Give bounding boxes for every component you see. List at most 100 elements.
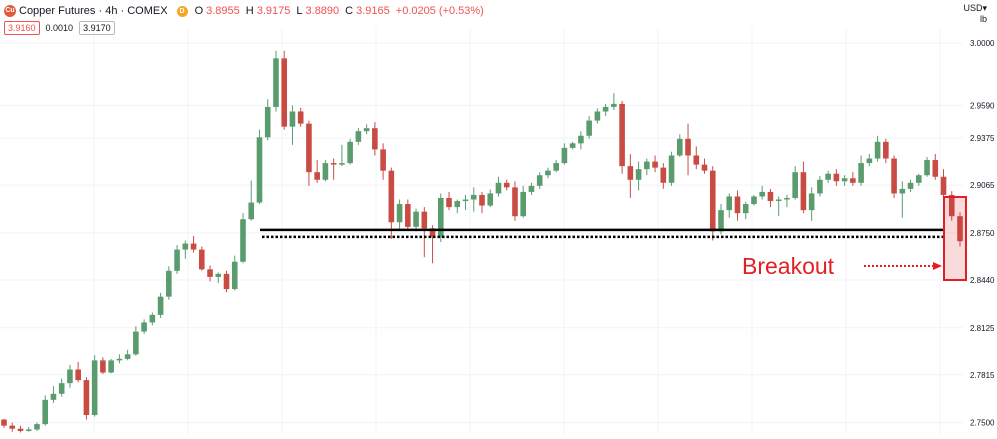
candle-body <box>91 360 98 416</box>
candle <box>825 170 831 183</box>
candle-body <box>940 176 947 195</box>
candle-body <box>446 197 452 208</box>
candle <box>883 138 889 164</box>
candle <box>91 355 98 417</box>
candle <box>34 422 40 431</box>
candle-body <box>50 393 57 400</box>
candle <box>50 386 57 403</box>
candle <box>347 138 353 165</box>
ohlc-value: 3.8890 <box>305 5 340 17</box>
candle <box>685 123 691 176</box>
candle-body <box>83 380 90 416</box>
candle <box>462 194 469 211</box>
candle-body <box>1 419 7 426</box>
candle <box>586 116 592 139</box>
candle-body <box>166 270 172 297</box>
y-tick-label: 2.9590 <box>970 101 995 110</box>
candle-body <box>149 314 156 323</box>
ohlc-key: L <box>296 5 303 17</box>
candle <box>767 188 774 208</box>
breakout-arrow-head <box>933 262 942 270</box>
candle <box>116 354 123 364</box>
ohlc-item: C 3.9165 <box>345 5 393 17</box>
candle <box>124 349 131 361</box>
candle-body <box>133 331 139 355</box>
candle <box>858 155 864 186</box>
candle-body <box>767 191 774 202</box>
candle-body <box>627 166 634 180</box>
candle-body <box>273 58 279 107</box>
candle <box>520 185 527 218</box>
candle-body <box>495 182 502 194</box>
symbol-title[interactable]: Copper Futures · 4h · COMEX <box>19 5 168 17</box>
candle-body <box>413 211 419 227</box>
candle-body <box>487 193 494 206</box>
candle-body <box>108 360 114 373</box>
candle-body <box>256 137 263 203</box>
chevron-down-icon: ▾ <box>982 3 987 13</box>
candle-body <box>850 178 856 183</box>
copper-logo-icon[interactable]: Cu <box>4 5 16 17</box>
candle <box>289 105 296 145</box>
candle <box>627 153 634 198</box>
candle <box>198 246 205 271</box>
d-icon[interactable]: D <box>176 5 188 17</box>
candle-body <box>660 167 667 183</box>
candle <box>751 194 757 206</box>
candle-body <box>553 163 559 171</box>
candle <box>388 167 395 239</box>
candle <box>75 361 81 383</box>
candle-body <box>372 128 378 150</box>
candle <box>273 50 279 112</box>
ohlc-value: 3.9175 <box>256 5 291 17</box>
candle-body <box>652 161 658 168</box>
candle-body <box>182 243 189 250</box>
candle <box>957 212 963 247</box>
candle <box>240 213 246 264</box>
candle <box>223 270 230 293</box>
candle <box>652 155 658 173</box>
y-tick-label: 2.8125 <box>970 324 995 333</box>
candle <box>421 207 428 258</box>
candle <box>528 182 535 195</box>
candle <box>372 122 378 156</box>
candle <box>190 235 197 253</box>
price-axis[interactable]: 3.0000 2.9590 2.9375 2.9065 2.8750 2.8440 2.81… <box>970 39 995 427</box>
candle-body <box>932 160 939 177</box>
candle <box>380 143 386 180</box>
ohlc-item: +0.0205 (+0.53%) <box>396 5 487 17</box>
candle <box>734 190 741 221</box>
candle <box>67 364 73 388</box>
candle-body <box>9 425 16 429</box>
candle-body <box>907 182 914 189</box>
buy-price[interactable]: 3.9170 <box>79 21 115 35</box>
candle <box>602 103 609 117</box>
candle <box>545 167 551 179</box>
candle-body <box>915 175 922 183</box>
y-tick-label: 2.7500 <box>970 419 995 428</box>
ohlc-values: O 3.8955 H 3.9175 L 3.8890 C 3.9165 +0.0205 (+0.… <box>195 5 490 17</box>
candle-body <box>619 103 625 167</box>
candle-body <box>751 196 757 205</box>
candle <box>306 120 312 186</box>
candle-body <box>264 106 271 138</box>
candle <box>281 50 288 130</box>
candle <box>413 208 419 232</box>
candle-body <box>545 170 551 176</box>
candle-body <box>124 354 131 359</box>
candle <box>166 266 172 300</box>
candle-body <box>503 182 510 188</box>
candle-body <box>314 172 320 180</box>
candle-body <box>528 185 535 192</box>
sell-price[interactable]: 3.9160 <box>4 21 40 35</box>
candle <box>174 245 180 274</box>
candle-body <box>676 138 683 156</box>
candle-body <box>817 179 823 194</box>
candle-body <box>330 163 337 165</box>
candle <box>841 175 848 186</box>
candle <box>784 194 790 208</box>
candle <box>17 425 24 433</box>
y-tick-label: 2.9065 <box>970 181 995 190</box>
currency-selector[interactable]: USD▾ lb <box>963 3 987 25</box>
candle <box>215 272 222 283</box>
